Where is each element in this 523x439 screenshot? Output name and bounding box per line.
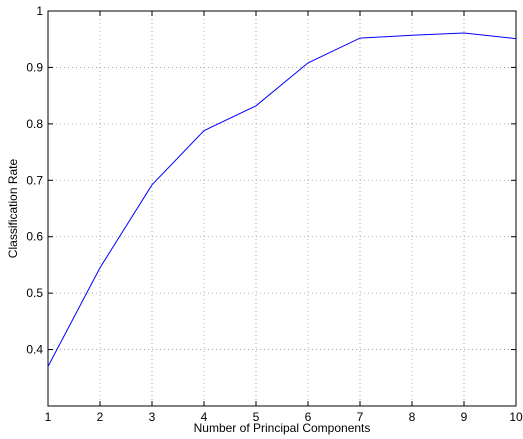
plot-area-frame (47, 10, 517, 407)
x-tick-label: 9 (461, 410, 468, 424)
axis-ticks (47, 10, 517, 406)
y-axis-label: Classification Rate (6, 158, 20, 258)
x-tick-label: 6 (305, 410, 312, 424)
x-tick-label: 3 (149, 410, 156, 424)
series-line-0 (47, 32, 517, 367)
x-tick-label: 8 (409, 410, 416, 424)
x-tick-label: 5 (253, 410, 260, 424)
x-axis-label: Number of Principal Components (194, 421, 371, 435)
x-tick-label: 1 (45, 410, 52, 424)
grid-lines (48, 11, 516, 406)
y-tick-label: 0.7 (26, 173, 43, 187)
y-tick-label: 0.4 (26, 343, 43, 357)
y-tick-label: 0.9 (26, 60, 43, 74)
y-tick-label: 0.5 (26, 286, 43, 300)
tick-labels: 1 2 3 4 5 6 7 8 9 10 0.4 0.5 0.6 0.7 0.8 0.9 1 (26, 4, 523, 424)
x-tick-label: 10 (509, 410, 523, 424)
x-tick-label: 2 (97, 410, 104, 424)
x-tick-label: 4 (201, 410, 208, 424)
y-tick-label: 0.6 (26, 230, 43, 244)
x-tick-label: 7 (357, 410, 364, 424)
y-tick-label: 0.8 (26, 117, 43, 131)
series-layer (47, 32, 517, 367)
y-tick-label: 1 (36, 4, 43, 18)
